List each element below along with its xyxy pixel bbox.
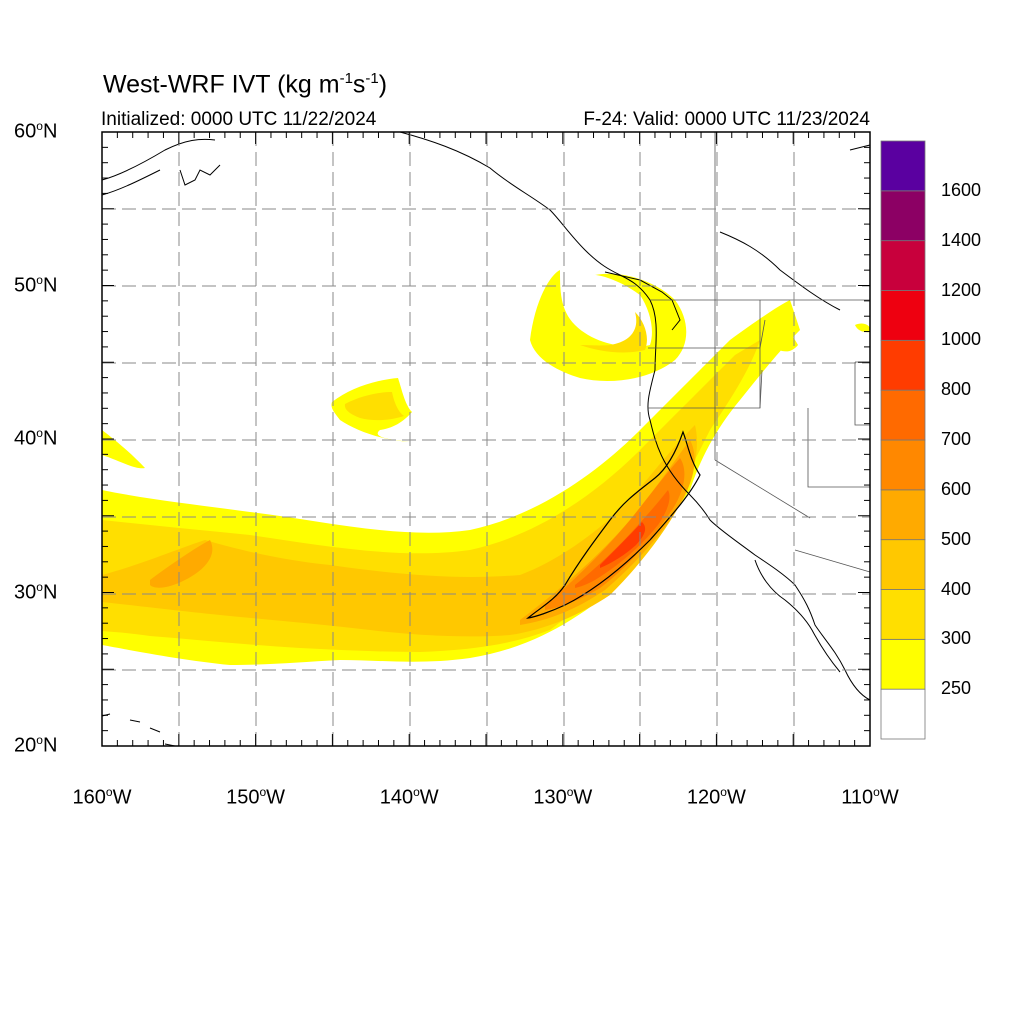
ivt-band-700 [575, 490, 670, 588]
colorbar-swatch [880, 290, 926, 341]
axis-ticks [101, 131, 871, 747]
ivt-band-500 [520, 440, 695, 625]
ivt-band-800 [600, 522, 646, 568]
colorbar-label-1200: 1200 [941, 279, 982, 300]
ivt-blob-midpacific-inner [344, 392, 404, 421]
lat-label-60: 60oN [14, 119, 58, 143]
ivt-inland-plume [760, 319, 798, 352]
colorbar-label-300: 300 [941, 628, 972, 649]
colorbar-label-800: 800 [941, 379, 972, 400]
colorbar [880, 140, 926, 740]
ivt-swirl-pnw [530, 270, 687, 381]
coastlines [101, 131, 871, 747]
colorbar-label-1400: 1400 [941, 229, 982, 250]
ivt-contour-line [525, 430, 701, 619]
lon-label-160: 160oW [72, 785, 132, 809]
colorbar-label-500: 500 [941, 528, 972, 549]
colorbar-swatch [880, 190, 926, 242]
colorbar-swatch [880, 439, 926, 491]
colorbar-swatch [880, 589, 926, 640]
initialized-time: Initialized: 0000 UTC 11/22/2024 [101, 109, 377, 130]
colorbar-swatch [880, 638, 926, 690]
ivt-field [102, 270, 870, 665]
ivt-swirl-pnw-inner [580, 312, 647, 353]
colorbar-label-600: 600 [941, 478, 972, 499]
ivt-inland-blob [855, 323, 870, 333]
colorbar-swatch [880, 140, 926, 192]
colorbar-swatch [880, 539, 926, 590]
state-borders [648, 132, 871, 573]
ivt-fragment-west [102, 430, 145, 469]
lat-label-20: 20oN [14, 733, 58, 757]
colorbar-label-1000: 1000 [941, 329, 982, 350]
colorbar-label-400: 400 [941, 578, 972, 599]
lat-label-40: 40oN [14, 426, 58, 450]
ivt-band-600 [545, 458, 685, 610]
ivt-band-400 [102, 425, 697, 637]
lon-label-130: 130oW [533, 785, 593, 809]
colorbar-swatch [880, 389, 926, 441]
colorbar-label-700: 700 [941, 429, 972, 449]
colorbar-label-250: 250 [941, 678, 972, 699]
graticule [102, 132, 870, 746]
lon-label-110: 110oW [841, 785, 899, 809]
colorbar-swatch [880, 339, 926, 391]
colorbar-swatch [880, 240, 926, 291]
lon-label-150: 150oW [226, 785, 286, 809]
lat-label-30: 30oN [14, 579, 58, 604]
lon-label-140: 140oW [379, 785, 439, 809]
lon-label-120: 120oW [686, 785, 746, 809]
colorbar-swatch [880, 688, 926, 740]
valid-time: F-24: Valid: 0000 UTC 11/23/2024 [583, 109, 870, 130]
colorbar-swatch [880, 489, 926, 541]
colorbar-label-1600: 1600 [941, 179, 982, 200]
map-title: West-WRF IVT (kg m-1s-1) [103, 70, 388, 99]
ivt-band-500-west [150, 540, 213, 588]
lat-label-50: 50oN [14, 272, 58, 297]
